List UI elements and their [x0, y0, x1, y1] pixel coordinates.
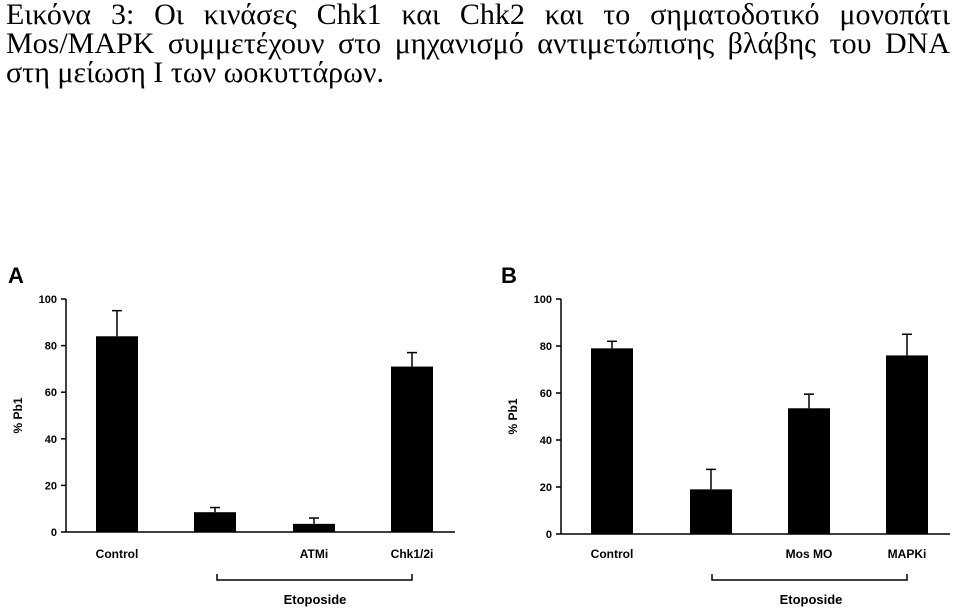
- bar: [690, 489, 732, 534]
- bar: [194, 512, 236, 532]
- category-label: ATMi: [300, 547, 328, 561]
- caption-text: Οι κινάσες Chk1 και Chk2 και το σηματοδο…: [6, 0, 950, 89]
- y-axis-label: % Pb1: [11, 397, 25, 433]
- y-tick-label: 20: [540, 482, 552, 494]
- caption-label: Εικόνα 3:: [6, 0, 135, 31]
- y-tick-label: 80: [45, 341, 57, 353]
- y-tick-label: 60: [45, 387, 57, 399]
- chart-panel-a: A 0 20 40 60 80 100 % Pb1 Control ATMi Chk1/2i Etop…: [8, 263, 455, 607]
- bar: [591, 348, 633, 534]
- group-label: Etoposide: [284, 592, 347, 607]
- y-tick-label: 20: [45, 480, 57, 492]
- category-label: Chk1/2i: [391, 547, 434, 561]
- y-tick-label: 40: [540, 435, 552, 447]
- bar: [391, 366, 433, 532]
- y-tick-label: 60: [540, 388, 552, 400]
- y-tick-label: 100: [39, 294, 57, 306]
- panel-letter: A: [8, 263, 24, 288]
- figure-caption: Εικόνα 3: Οι κινάσες Chk1 και Chk2 και τ…: [6, 0, 950, 89]
- bar: [886, 355, 928, 534]
- y-tick-label: 40: [45, 434, 57, 446]
- y-tick-label: 0: [51, 527, 57, 539]
- y-axis-label: % Pb1: [506, 398, 520, 434]
- category-label: Mos MO: [786, 547, 833, 561]
- bar: [788, 408, 830, 534]
- group-bracket: [711, 574, 908, 581]
- category-label: MAPKi: [888, 547, 927, 561]
- chart-panel-b: B 0 20 40 60 80 100 % Pb1 Control Mos MO MAPKi Etop…: [501, 263, 950, 607]
- y-tick-label: 100: [534, 294, 552, 306]
- group-bracket: [216, 574, 413, 581]
- y-tick-label: 0: [546, 529, 552, 541]
- bar: [293, 523, 335, 532]
- category-label: Control: [96, 547, 139, 561]
- y-tick-label: 80: [540, 341, 552, 353]
- group-label: Etoposide: [780, 592, 843, 607]
- category-label: Control: [591, 547, 634, 561]
- bar: [96, 336, 138, 532]
- panel-letter: B: [501, 263, 517, 288]
